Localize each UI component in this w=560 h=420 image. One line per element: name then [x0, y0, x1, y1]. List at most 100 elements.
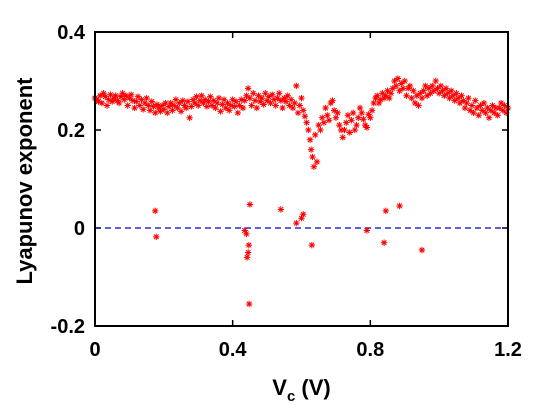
- data-point: [356, 104, 364, 112]
- data-point: [139, 106, 147, 113]
- data-point: [152, 207, 159, 215]
- data-point: [363, 227, 371, 234]
- data-point: [205, 98, 212, 105]
- data-point: [236, 102, 243, 109]
- data-point: [291, 99, 298, 107]
- data-point: [133, 98, 140, 105]
- data-point: [275, 90, 283, 97]
- data-point: [196, 97, 204, 104]
- data-point: [241, 97, 248, 104]
- data-point: [336, 121, 343, 129]
- data-point: [429, 82, 436, 90]
- data-point: [415, 102, 422, 109]
- data-point: [107, 91, 114, 98]
- data-point: [482, 109, 489, 117]
- data-point: [134, 93, 142, 100]
- data-point: [148, 98, 155, 105]
- data-point: [136, 102, 143, 109]
- data-point: [320, 119, 328, 126]
- data-point: [389, 85, 396, 92]
- data-point: [251, 97, 259, 104]
- data-point: [112, 92, 119, 99]
- data-point: [437, 82, 445, 90]
- data-point: [435, 90, 443, 97]
- data-point: [270, 96, 278, 103]
- data-point: [281, 94, 288, 102]
- data-point: [267, 99, 274, 107]
- data-point: [451, 97, 458, 104]
- data-point: [121, 96, 128, 103]
- data-point: [473, 104, 481, 112]
- data-point: [484, 104, 491, 112]
- data-point: [318, 114, 326, 121]
- data-point: [317, 126, 324, 134]
- data-point: [208, 102, 216, 109]
- data-point: [448, 87, 455, 94]
- data-point: [460, 97, 467, 104]
- data-point: [238, 96, 245, 103]
- data-point: [241, 227, 248, 234]
- data-point: [305, 126, 312, 134]
- data-point: [423, 92, 431, 99]
- data-point: [210, 97, 217, 104]
- x-axis-ticks: 0 0.4 0.8 1.2: [89, 32, 522, 361]
- data-point: [219, 101, 226, 108]
- data-point: [355, 114, 362, 121]
- data-point: [143, 94, 150, 102]
- x-axis-label-main: V: [272, 375, 287, 400]
- data-point: [232, 98, 240, 105]
- data-point: [497, 99, 505, 107]
- y-tick-label: 0.2: [57, 120, 85, 142]
- data-point: [489, 102, 496, 109]
- data-point: [425, 85, 433, 92]
- data-point: [334, 109, 341, 117]
- data-point: [309, 153, 316, 161]
- data-point: [105, 96, 112, 103]
- data-point: [398, 80, 405, 87]
- data-point: [499, 107, 507, 114]
- data-point: [418, 246, 426, 254]
- data-point: [396, 202, 403, 210]
- data-point: [370, 99, 377, 107]
- data-point: [470, 109, 477, 117]
- data-point: [380, 94, 388, 102]
- data-point: [164, 109, 171, 117]
- data-point: [239, 104, 247, 112]
- data-point: [234, 109, 242, 117]
- data-point: [138, 96, 145, 103]
- data-point: [300, 211, 307, 218]
- data-point: [418, 94, 426, 102]
- data-point: [244, 249, 252, 256]
- data-point: [329, 97, 336, 104]
- data-point: [191, 99, 199, 107]
- data-point: [129, 97, 137, 104]
- data-point: [257, 98, 264, 105]
- data-point: [325, 117, 333, 124]
- data-point: [372, 94, 379, 102]
- data-point: [244, 85, 252, 92]
- data-point: [313, 158, 321, 166]
- data-point: [110, 94, 118, 102]
- data-point: [324, 112, 331, 119]
- data-point: [109, 98, 116, 105]
- data-point: [145, 102, 152, 109]
- data-point: [337, 126, 345, 134]
- data-point: [198, 92, 205, 99]
- y-tick-label: -0.2: [51, 316, 85, 338]
- data-point: [282, 98, 290, 105]
- data-point: [246, 201, 254, 208]
- data-point: [155, 104, 162, 112]
- data-point: [485, 114, 493, 121]
- data-point: [374, 92, 381, 99]
- data-point: [298, 215, 305, 222]
- data-point: [243, 230, 250, 238]
- data-point: [222, 104, 229, 112]
- data-point: [158, 102, 166, 109]
- data-point: [146, 107, 154, 114]
- x-tick-label: 0.8: [356, 339, 384, 361]
- data-point: [279, 104, 286, 112]
- data-point: [300, 107, 307, 114]
- data-point: [303, 119, 310, 126]
- data-point: [353, 121, 360, 129]
- data-point: [492, 104, 500, 112]
